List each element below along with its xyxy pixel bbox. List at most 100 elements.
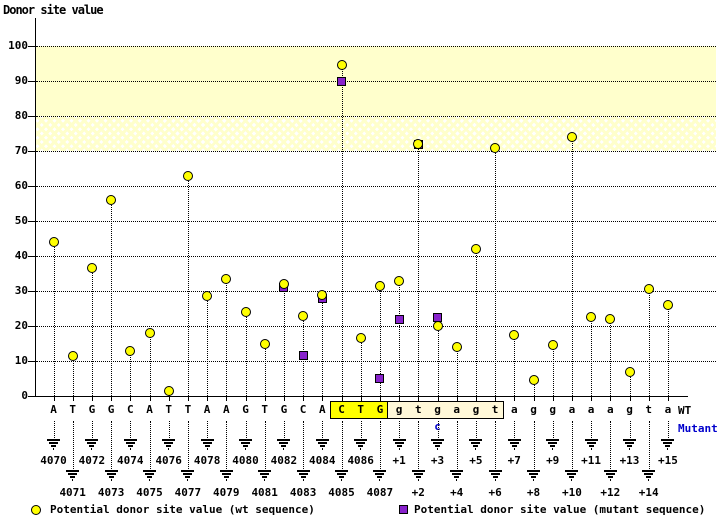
highlight-box-intron-start: [387, 401, 504, 419]
base-letter: A: [318, 403, 326, 416]
position-arrow-stem: [226, 421, 228, 469]
wt-point: [106, 195, 117, 205]
column-stem: [399, 280, 401, 396]
position-label: 4071: [59, 486, 86, 499]
position-arrow-icon: [431, 438, 444, 450]
wt-point: [394, 275, 405, 286]
base-letter: A: [222, 403, 230, 416]
position-arrow-icon: [123, 438, 137, 450]
position-arrow-stem: [475, 421, 477, 438]
base-letter: A: [50, 403, 57, 416]
position-label: 4087: [366, 486, 394, 499]
column-stem: [341, 65, 343, 396]
mutant-point: [337, 76, 346, 86]
x-axis-tick: [437, 397, 439, 401]
position-arrow-stem: [610, 421, 612, 469]
grid-line: [36, 256, 716, 257]
position-label: 4086: [347, 454, 374, 467]
mutant-point: [298, 351, 308, 361]
wt-point: [278, 279, 289, 289]
position-arrow-stem: [168, 421, 170, 438]
column-stem: [495, 147, 497, 396]
wt-point: [509, 329, 520, 340]
wt-point: [490, 142, 501, 153]
wt-point: [67, 350, 78, 361]
x-axis-tick: [322, 397, 324, 401]
column-stem: [648, 289, 650, 396]
base-letter: C: [338, 403, 345, 416]
chart-title: Donor site value: [3, 3, 104, 17]
position-arrow-icon: [392, 438, 406, 450]
x-axis-tick: [111, 397, 113, 401]
y-tick: [28, 221, 35, 222]
position-arrow-icon: [527, 469, 540, 481]
wt-point: [336, 60, 347, 71]
position-label: +10: [561, 486, 582, 499]
position-arrow-stem: [130, 421, 132, 438]
wt-point: [566, 132, 577, 142]
wt-point: [547, 340, 558, 351]
legend-mutant-marker-icon: [399, 505, 408, 514]
position-arrow-stem: [53, 421, 55, 438]
x-axis-tick: [226, 397, 228, 401]
x-axis-tick: [495, 397, 497, 401]
column-stem: [245, 312, 247, 396]
position-arrow-stem: [245, 421, 247, 438]
wt-point: [259, 338, 270, 349]
position-label: 4078: [193, 454, 221, 467]
y-tick: [28, 291, 35, 292]
x-axis-tick: [303, 397, 305, 401]
position-label: +11: [581, 454, 602, 467]
y-tick-label: 40: [14, 249, 28, 262]
base-letter: T: [69, 403, 76, 416]
wt-point: [528, 375, 539, 386]
column-stem: [322, 294, 324, 396]
y-tick: [28, 186, 35, 187]
x-axis-tick: [207, 397, 209, 401]
base-letter: a: [453, 403, 460, 416]
grid-line: [36, 81, 716, 82]
position-arrow-icon: [546, 438, 560, 450]
position-label: 4082: [270, 454, 298, 467]
x-axis-tick: [610, 397, 612, 401]
base-letter: T: [261, 403, 268, 416]
wt-point: [643, 284, 654, 295]
column-stem: [130, 350, 132, 396]
y-tick: [28, 46, 35, 47]
legend-wt-marker-icon: [31, 505, 41, 515]
wt-row-label: WT: [678, 404, 692, 417]
position-arrow-icon: [258, 469, 272, 481]
column-stem: [379, 285, 381, 396]
position-arrow-icon: [373, 469, 387, 481]
grid-line: [36, 186, 716, 187]
position-label: +7: [507, 454, 521, 467]
base-letter: a: [510, 403, 518, 416]
y-tick: [28, 151, 35, 152]
x-axis-tick: [360, 397, 362, 401]
column-stem: [552, 345, 554, 396]
position-label: 4075: [136, 486, 163, 499]
position-label: +5: [469, 454, 483, 467]
position-arrow-icon: [219, 469, 233, 481]
base-letter: g: [549, 403, 556, 416]
base-letter: t: [491, 403, 499, 416]
position-arrow-icon: [469, 438, 483, 450]
position-label: +2: [411, 486, 425, 499]
position-arrow-icon: [162, 438, 176, 450]
x-axis-tick: [533, 397, 535, 401]
base-letter: A: [146, 403, 153, 416]
y-tick-label: 90: [14, 74, 28, 87]
position-arrow-icon: [584, 438, 598, 450]
position-arrow-stem: [283, 421, 285, 438]
column-stem: [149, 333, 151, 396]
x-axis-tick: [648, 397, 650, 401]
y-tick-label: 30: [14, 284, 28, 297]
position-arrow-stem: [437, 421, 439, 438]
wt-point: [86, 263, 97, 274]
base-letter: A: [203, 403, 211, 416]
base-letter: G: [242, 403, 249, 416]
position-label: +9: [546, 454, 560, 467]
position-arrow-stem: [187, 421, 189, 469]
position-arrow-stem: [341, 421, 343, 469]
column-stem: [283, 284, 285, 396]
